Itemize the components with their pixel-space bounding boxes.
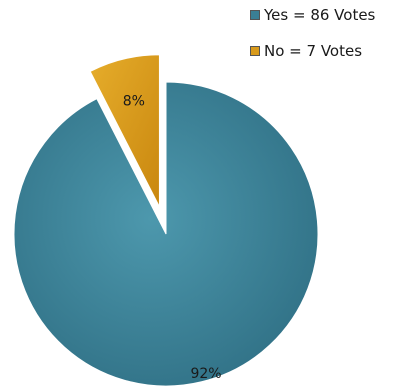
- legend-item-no: No = 7 Votes: [250, 40, 375, 62]
- pie-slice-yes: [13, 81, 319, 387]
- pie-slice-no: [89, 54, 160, 208]
- legend-item-yes: Yes = 86 Votes: [250, 4, 375, 26]
- legend-label-no: No = 7 Votes: [264, 42, 363, 60]
- pie-label-yes: 92%: [190, 366, 221, 382]
- legend: Yes = 86 Votes No = 7 Votes: [250, 4, 375, 76]
- pie-label-no: 8%: [123, 93, 145, 109]
- legend-label-yes: Yes = 86 Votes: [264, 6, 376, 24]
- legend-swatch-yes: [250, 10, 260, 20]
- legend-swatch-no: [250, 46, 260, 56]
